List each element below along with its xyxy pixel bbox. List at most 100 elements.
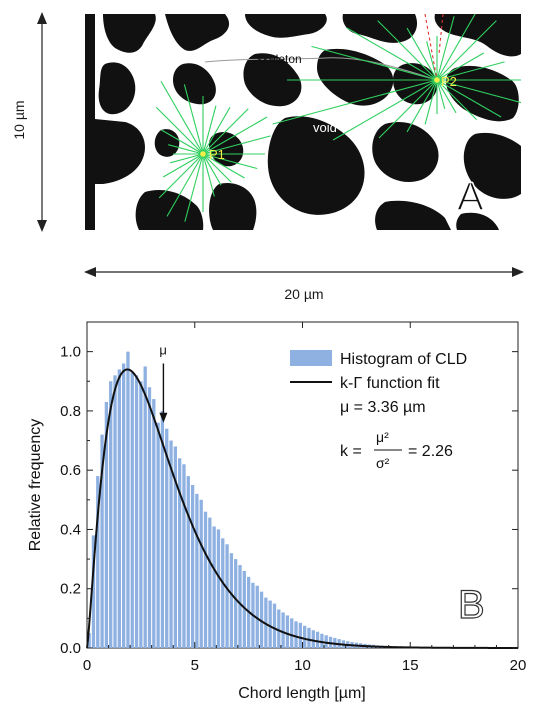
histogram-bar [143, 366, 147, 648]
legend-fit-label: k-Γ function fit [340, 375, 440, 392]
chord-ray [202, 108, 249, 155]
histogram-bar [294, 621, 298, 648]
chord-ray [272, 79, 438, 125]
histogram-bar [152, 399, 156, 648]
histogram-bar [96, 476, 100, 648]
chord-ray [436, 16, 455, 81]
histogram-bar [311, 630, 315, 648]
histogram-bar [186, 476, 190, 648]
chord-ray [377, 20, 438, 81]
chord-ray [202, 153, 232, 183]
chord-ray [160, 80, 204, 155]
chord-ray [436, 79, 521, 104]
panel-a-micrograph: skeleton void P1 P2 A [85, 14, 521, 230]
histogram-bar [178, 458, 182, 648]
x-tick-label: 5 [191, 657, 199, 674]
y-tick-label: 1.0 [60, 344, 81, 361]
histogram-bar [147, 387, 152, 648]
width-arrow [84, 267, 524, 277]
histogram-bar [91, 535, 96, 648]
height-arrow [37, 12, 47, 232]
histogram-bar [173, 446, 178, 648]
panel-b-letter: B [458, 583, 485, 627]
histogram-bar [225, 544, 229, 648]
panel-b-chart: 0 5 10 15 20 0.0 0.2 0.4 0.6 0.8 1.0 μ Histogram o… [27, 321, 527, 702]
chord-ray [202, 153, 258, 170]
chord-ray [311, 45, 438, 81]
histogram-bar [324, 635, 328, 648]
point-p2-marker [434, 77, 440, 83]
width-label: 20 µm [284, 286, 324, 302]
chord-rays-p2 [272, 14, 521, 141]
histogram-bar [277, 609, 281, 648]
histogram-bar [259, 591, 264, 648]
solid-phase [85, 14, 521, 230]
histogram-bar [238, 565, 242, 648]
chord-ray [162, 153, 204, 178]
skeleton-line [204, 57, 438, 81]
annotation-k-denominator: σ² [376, 455, 390, 471]
histogram-bar [130, 372, 134, 648]
chord-ray [161, 129, 204, 155]
fit-curve [86, 368, 518, 649]
chord-rays-p1 [155, 80, 271, 222]
chord-ray [436, 79, 477, 120]
histogram-bar [134, 375, 139, 648]
histogram-bar [268, 600, 272, 648]
label-p2: P2 [441, 74, 457, 89]
label-p1: P1 [209, 147, 225, 162]
mu-arrow-label: μ [159, 343, 167, 358]
chord-ray [202, 153, 245, 179]
chord-ray [406, 27, 438, 81]
x-axis-label: Chord length [µm] [238, 685, 366, 702]
label-skeleton: skeleton [257, 52, 302, 66]
histogram-bars [87, 351, 432, 648]
histogram-bar [208, 517, 212, 648]
chord-ray [166, 153, 204, 217]
chord-ray [155, 106, 204, 155]
annotation-k-numerator: μ² [376, 429, 389, 445]
histogram-bar [216, 529, 221, 648]
chord-ray [436, 20, 497, 81]
red-dashed-line-1 [424, 14, 438, 81]
plot-frame [86, 321, 519, 649]
chord-ray [424, 79, 438, 125]
histogram-bar [156, 422, 160, 648]
chord-ray [332, 79, 438, 141]
histogram-bar [104, 402, 109, 648]
chord-ray [202, 105, 217, 155]
histogram-bar [169, 440, 173, 648]
histogram-bar [320, 633, 324, 648]
chord-ray [184, 153, 204, 222]
axis-ticks: 0 5 10 15 20 0.0 0.2 0.4 0.6 0.8 1.0 [60, 321, 527, 674]
chord-ray [436, 14, 476, 81]
x-tick-label: 10 [294, 657, 311, 674]
y-tick-label: 0.6 [60, 462, 81, 479]
chord-ray [202, 135, 271, 155]
chord-ray [436, 79, 446, 110]
y-tick-label: 0.8 [60, 403, 81, 420]
histogram-bar [121, 363, 126, 648]
histogram-bar [199, 499, 203, 648]
histogram-bar [234, 559, 238, 648]
mu-arrow-head [159, 412, 168, 423]
histogram-bar [221, 538, 225, 648]
mu-arrow [159, 363, 168, 423]
histogram-bar [307, 627, 311, 648]
histogram-bar [203, 511, 208, 648]
x-tick-label: 20 [510, 657, 527, 674]
y-axis-label: Relative frequency [27, 419, 44, 552]
chord-ray [183, 84, 204, 155]
histogram-bar [113, 375, 117, 648]
histogram-bar [139, 381, 143, 648]
chord-ray [202, 106, 231, 155]
histogram-bar [160, 410, 165, 648]
histogram-bar [212, 526, 216, 648]
histogram-bar [126, 351, 130, 648]
histogram-bar [117, 369, 121, 648]
chord-ray [168, 144, 204, 155]
histogram-bar [242, 570, 246, 648]
histogram-bar [109, 381, 113, 648]
chord-ray [170, 153, 204, 164]
histogram-bar [100, 434, 104, 648]
